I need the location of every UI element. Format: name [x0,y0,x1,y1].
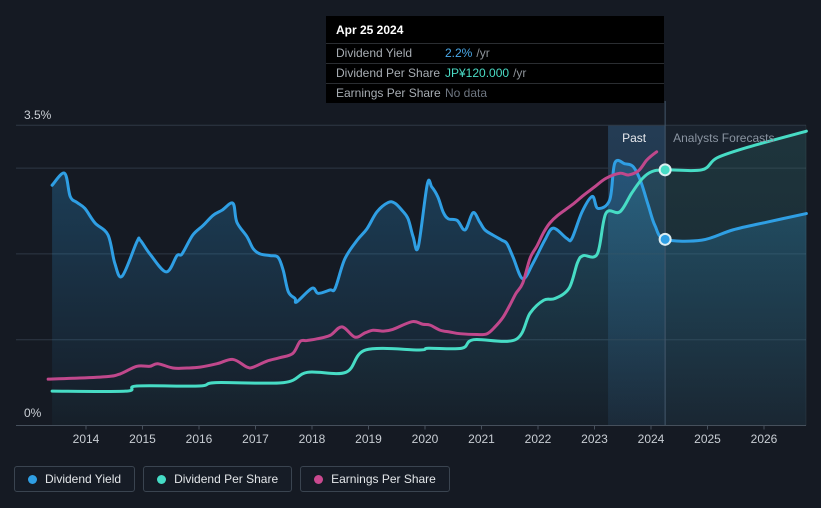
dividend-per-share-dot-icon [157,474,167,484]
x-axis-label: 2020 [412,432,439,446]
legend-label: Earnings Per Share [331,472,436,486]
earnings-per-share-line [46,150,659,381]
tooltip-label: Dividend Per Share [336,66,441,80]
x-axis-label: 2025 [694,432,721,446]
tooltip-row-earnings-per-share: Earnings Per Share No data [326,83,664,103]
tooltip-unit: /yr [476,46,490,60]
x-axis-label: 2016 [186,432,213,446]
dividend-yield-marker-dot[interactable] [658,232,672,246]
dividend-yield-line [50,158,808,304]
dividend-per-share-marker-dot[interactable] [658,163,672,177]
x-axis-label: 2014 [73,432,100,446]
tooltip-label: Dividend Yield [336,46,413,60]
legend-item-dividend-per-share[interactable]: Dividend Per Share [143,466,293,492]
x-axis-label: 2015 [129,432,156,446]
dividend-chart-plot[interactable]: 2014 2015 2016 2017 2018 2019 2020 2021 2022 2023… [0,0,821,460]
legend-item-earnings-per-share[interactable]: Earnings Per Share [300,466,450,492]
tooltip-value: JP¥120.000 [445,66,510,80]
tooltip-label: Earnings Per Share [336,86,441,100]
tooltip-value: 2.2% [445,46,473,60]
chart-legend: Dividend Yield Dividend Per Share Earnin… [14,466,450,492]
dividend-per-share-line [50,129,808,394]
x-axis-label: 2023 [581,432,608,446]
analysts-forecasts-label: Analysts Forecasts [673,131,774,145]
legend-label: Dividend Yield [45,472,122,486]
tooltip-row-dividend-per-share: Dividend Per Share JP¥120.000 /yr [326,63,664,83]
y-axis-label-top: 3.5% [24,108,52,122]
y-axis-label-bottom: 0% [24,406,42,420]
dividend-per-share-area [52,131,807,426]
x-axis-label: 2021 [468,432,495,446]
x-axis-label: 2017 [242,432,269,446]
tooltip-row-dividend-yield: Dividend Yield 2.2% /yr [326,43,664,63]
x-axis-label: 2022 [525,432,552,446]
earnings-per-share-dot-icon [314,474,324,484]
x-axis-label: 2019 [355,432,382,446]
dividend-yield-dot-icon [28,474,37,484]
legend-item-dividend-yield[interactable]: Dividend Yield [14,466,136,492]
x-axis-label: 2026 [751,432,778,446]
x-axis-label: 2024 [638,432,665,446]
x-axis-label: 2018 [299,432,326,446]
tooltip-value: No data [445,86,488,100]
tooltip-unit: /yr [513,66,527,80]
chart-tooltip: Apr 25 2024 Dividend Yield 2.2% /yr Divi… [326,16,664,103]
legend-label: Dividend Per Share [174,472,279,486]
past-label: Past [622,131,647,145]
tooltip-date: Apr 25 2024 [336,23,404,37]
